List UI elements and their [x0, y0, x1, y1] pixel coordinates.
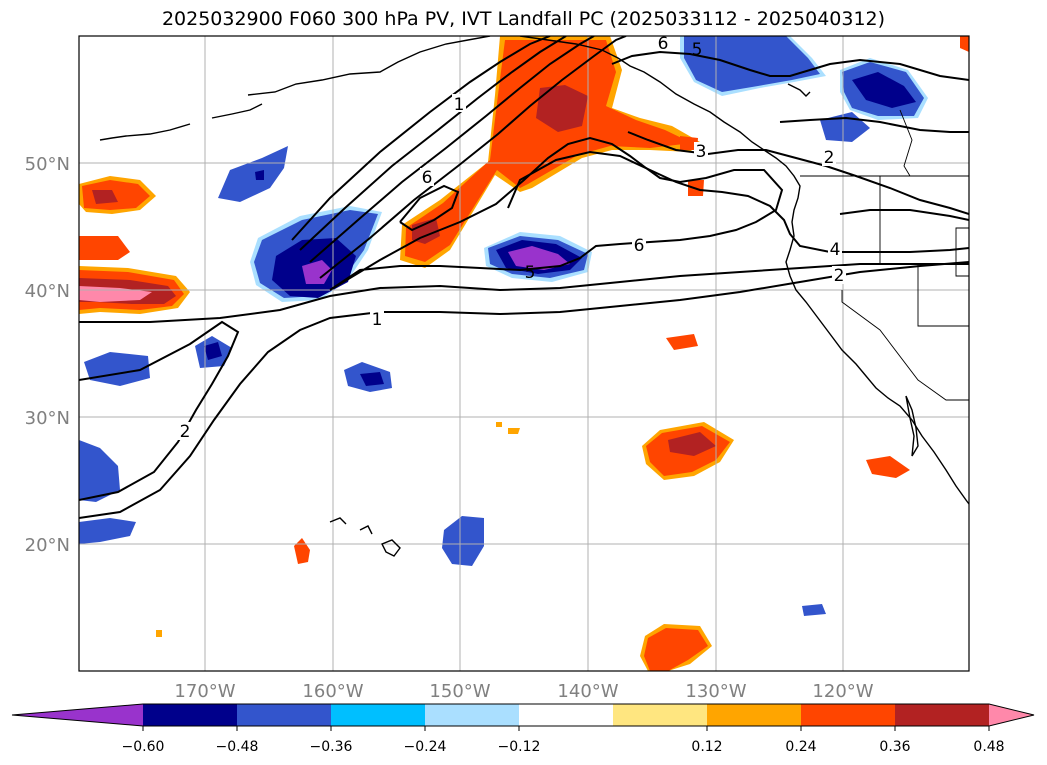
lat-label: 20°N: [25, 535, 70, 556]
colorbar-tick-label: 0.48: [973, 739, 1004, 755]
lon-label: 140°W: [557, 681, 618, 702]
colorbar-segment: [895, 704, 990, 726]
contour-label: 1: [454, 95, 465, 115]
colorbar-tick-label: −0.48: [216, 739, 259, 755]
map-title: 2025032900 F060 300 hPa PV, IVT Landfall…: [161, 8, 886, 30]
pc-anomaly-label: 5: [525, 263, 536, 283]
longitude-axis: 170°W 160°W 150°W 140°W 130°W 120°W: [174, 681, 873, 702]
colorbar: −0.60 −0.48 −0.36 −0.24 −0.12 0.12 0.24 0.36 0.4…: [11, 703, 1035, 755]
colorbar-extension-low: [12, 704, 143, 726]
colorbar-tick-label: 0.12: [691, 739, 722, 755]
colorbar-segment: [425, 704, 520, 726]
contour-label: 4: [830, 240, 841, 260]
contour-label: 3: [696, 142, 707, 162]
contour-label: 2: [834, 266, 845, 286]
lon-label: 160°W: [302, 681, 363, 702]
graticule: [79, 36, 969, 671]
colorbar-extension-high: [989, 704, 1034, 726]
colorbar-tick-label: −0.12: [498, 739, 541, 755]
contour-label: 1: [372, 310, 383, 330]
contour-label: 6: [634, 236, 645, 256]
lat-label: 30°N: [25, 408, 70, 429]
contour-label: 5: [692, 40, 703, 60]
coastlines: [99, 36, 969, 557]
colorbar-segment: [707, 704, 802, 726]
lon-label: 120°W: [812, 681, 873, 702]
contour-label: 6: [422, 168, 433, 188]
map-frame: [78, 35, 970, 672]
ivt-contours: [79, 36, 969, 519]
colorbar-tick-label: −0.60: [122, 739, 165, 755]
contour-label: 2: [824, 148, 835, 168]
colorbar-segment: [519, 704, 614, 726]
colorbar-segment: [237, 704, 332, 726]
lon-label: 150°W: [429, 681, 490, 702]
colorbar-segment: [331, 704, 426, 726]
colorbar-tick-label: 0.36: [879, 739, 910, 755]
lat-label: 50°N: [25, 154, 70, 175]
lon-label: 170°W: [174, 681, 235, 702]
colorbar-tick-label: 0.24: [785, 739, 816, 755]
lat-label: 40°N: [25, 281, 70, 302]
colorbar-segment: [613, 704, 708, 726]
contour-label-group: 1 6 5 3 2 6 1 6 4 2 2 5: [178, 34, 846, 442]
colorbar-segment: [801, 704, 896, 726]
contour-label: 2: [180, 422, 191, 442]
contour-label: 6: [658, 34, 669, 54]
lon-label: 130°W: [685, 681, 746, 702]
colorbar-tick-label: −0.36: [310, 739, 353, 755]
latitude-axis: 50°N 40°N 30°N 20°N: [25, 154, 70, 556]
colorbar-tick-label: −0.24: [404, 739, 447, 755]
borders: [800, 109, 969, 401]
colorbar-segment: [143, 704, 238, 726]
